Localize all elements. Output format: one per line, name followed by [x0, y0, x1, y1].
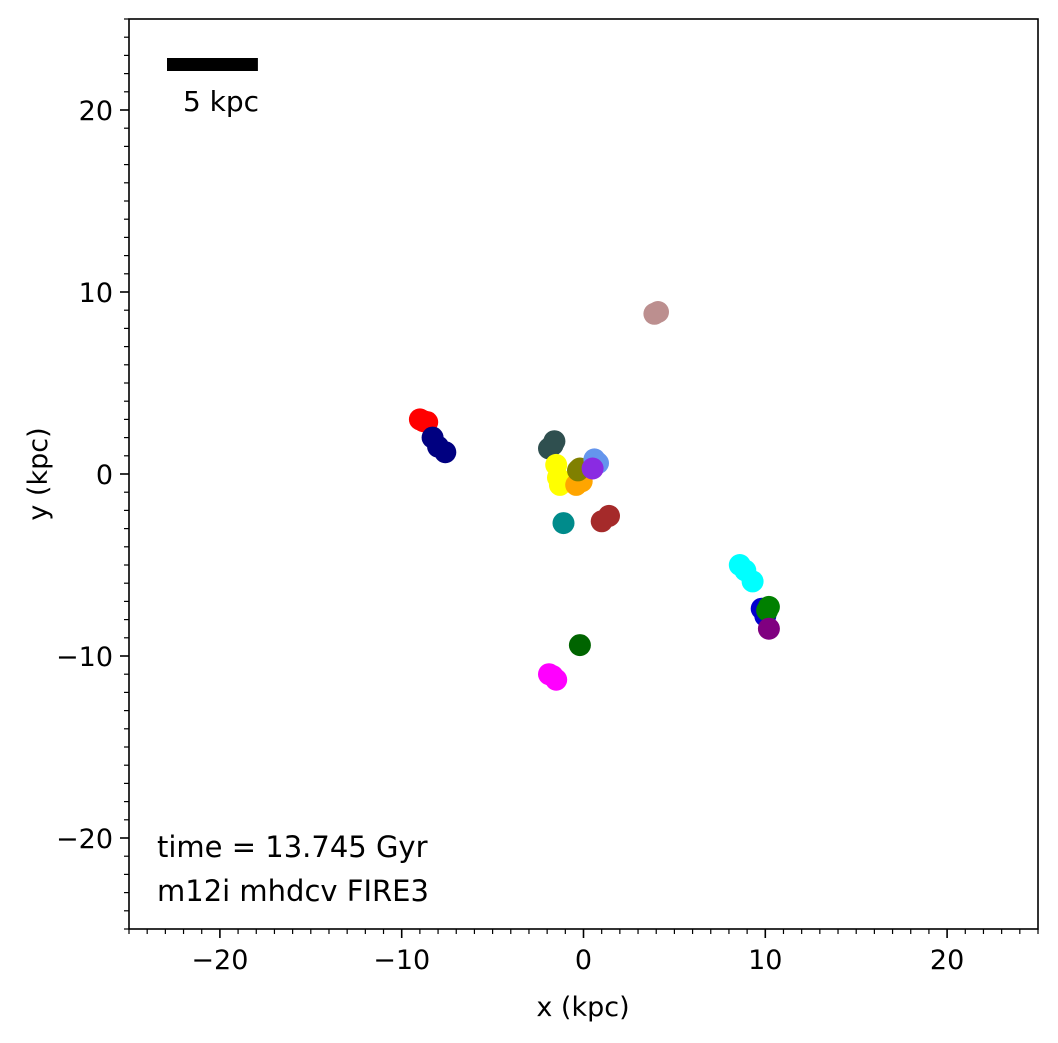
- y-axis-label: y (kpc): [23, 427, 54, 520]
- series-15: [568, 634, 591, 657]
- data-point: [581, 457, 604, 480]
- y-tick-label: −10: [56, 642, 113, 673]
- data-point: [552, 512, 575, 535]
- data-point: [568, 634, 591, 657]
- annotation-time: time = 13.745 Gyr: [157, 830, 428, 864]
- x-tick-label: −10: [373, 945, 430, 976]
- plot-area: [128, 18, 1039, 930]
- data-point: [647, 301, 669, 323]
- y-axis-ticks: −20 −10 0 10 20: [56, 18, 129, 930]
- data-point: [434, 441, 457, 464]
- y-tick-label: 10: [79, 278, 113, 309]
- annotation-simulation: m12i mhdcv FIRE3: [157, 874, 429, 908]
- series-13: [756, 595, 780, 622]
- series-8: [581, 457, 604, 480]
- data-point: [543, 430, 566, 453]
- x-tick-label: −20: [191, 945, 248, 976]
- x-tick-label: 0: [575, 945, 592, 976]
- series-11: [728, 554, 764, 593]
- series-4: [545, 453, 571, 496]
- series-14: [757, 617, 780, 640]
- data-point: [757, 617, 780, 640]
- x-axis-ticks: −20 −10 0 10 20: [128, 929, 1039, 976]
- x-tick-label: 10: [748, 945, 782, 976]
- x-tick-label: 20: [930, 945, 964, 976]
- series-3: [538, 430, 566, 460]
- scatter-series: [408, 301, 780, 691]
- series-10: [552, 512, 575, 535]
- y-tick-label: 20: [79, 96, 113, 127]
- series-2: [643, 301, 669, 325]
- scale-bar-line: [167, 58, 258, 71]
- gas-density-map: [135, 106, 914, 838]
- scale-bar: 5 kpc: [167, 58, 259, 118]
- scale-bar-label: 5 kpc: [183, 85, 259, 118]
- series-1: [421, 426, 457, 464]
- data-point: [598, 504, 620, 527]
- data-point: [741, 570, 764, 593]
- data-point: [757, 595, 780, 618]
- data-point: [548, 473, 571, 496]
- y-tick-label: −20: [56, 824, 113, 855]
- series-16: [538, 663, 568, 691]
- data-point: [545, 668, 568, 691]
- x-axis-label: x (kpc): [536, 992, 629, 1023]
- series-9: [590, 504, 620, 533]
- y-tick-label: 0: [96, 460, 113, 491]
